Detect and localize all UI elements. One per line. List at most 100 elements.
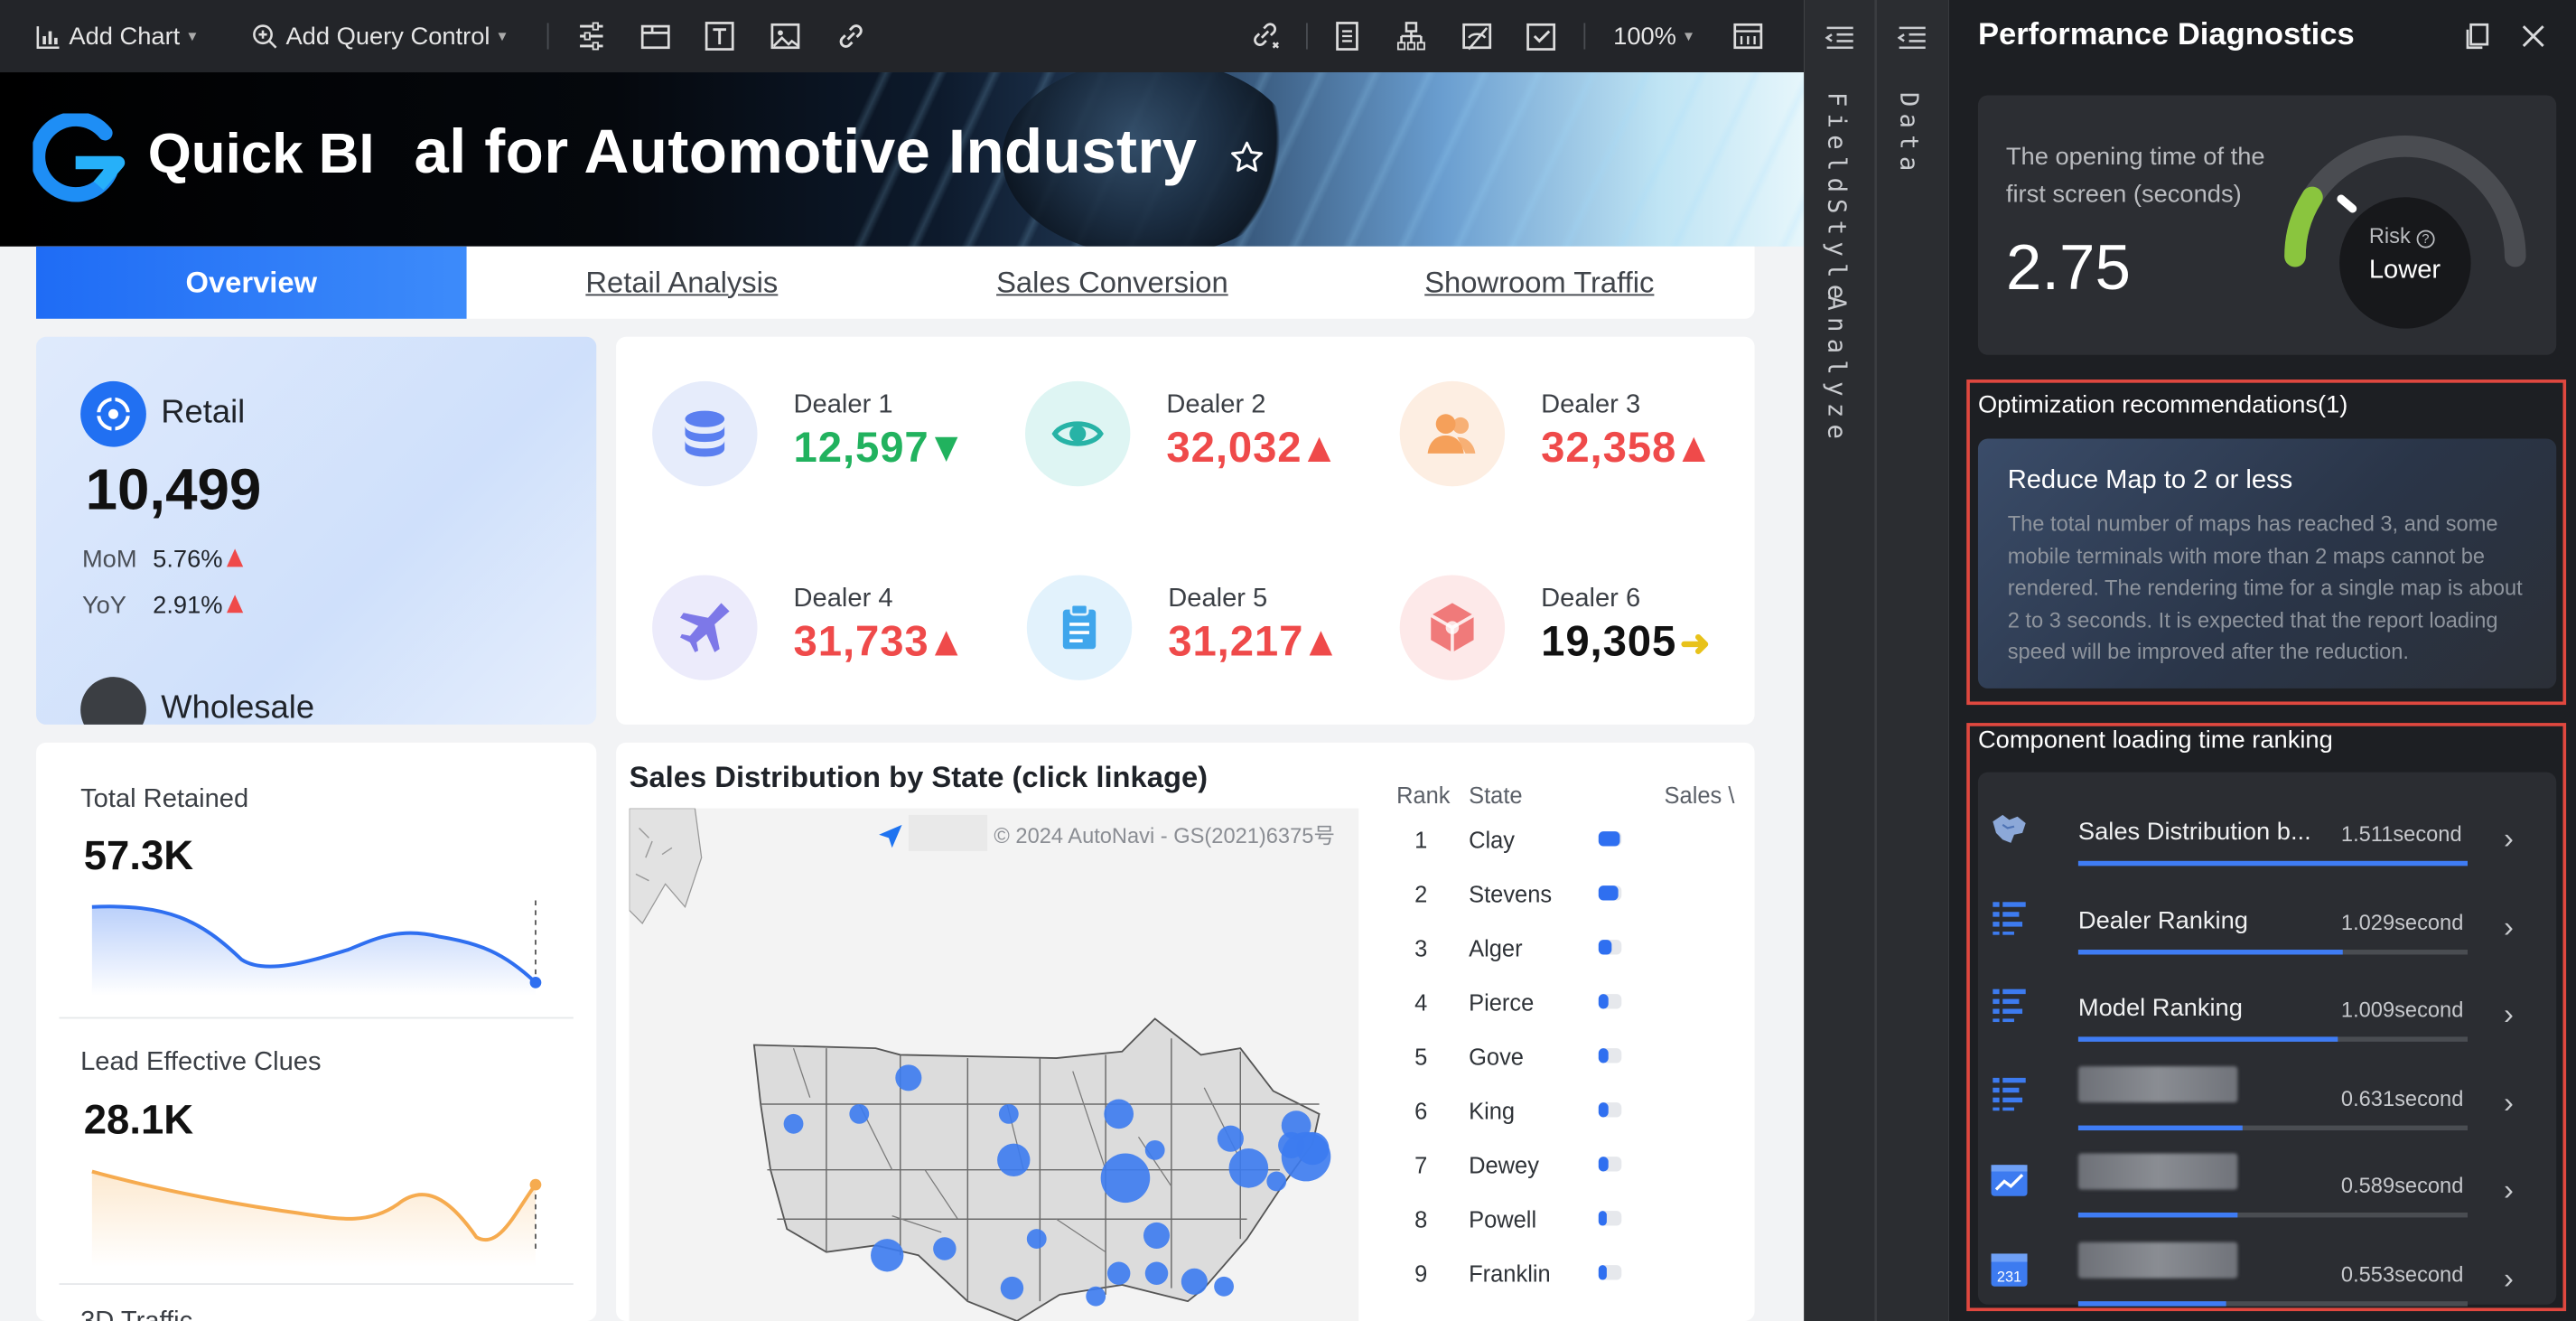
- list-icon: [1988, 984, 2030, 1024]
- dealer-item[interactable]: Dealer 3 32,358: [1399, 380, 1745, 496]
- optimization-card[interactable]: Reduce Map to 2 or less The total number…: [1977, 438, 2557, 689]
- load-time-bar: [2077, 949, 2343, 954]
- chevron-right-icon: ›: [2504, 1173, 2514, 1206]
- quick-bi-logo-icon: [33, 113, 126, 202]
- search-plus-icon: [253, 24, 277, 49]
- dealer-value: 12,597: [794, 422, 957, 473]
- load-time-bar-track: [2077, 860, 2468, 867]
- risk-value: Lower: [2368, 256, 2441, 285]
- state-map[interactable]: © 2024 AutoNavi - GS(2021)6375号: [629, 808, 1359, 1321]
- component-ranking-row[interactable]: Sales Distribution b... 1.511second ›: [1978, 814, 2536, 910]
- rank-row[interactable]: 8 Powell: [1372, 1206, 1755, 1246]
- rank-number: 9: [1414, 1260, 1428, 1287]
- hide-icon[interactable]: [1459, 18, 1495, 54]
- star-icon[interactable]: [1229, 140, 1265, 176]
- rank-row[interactable]: 9 Franklin: [1372, 1260, 1755, 1300]
- load-time-bar: [2077, 860, 2468, 867]
- rank-row[interactable]: 6 King: [1372, 1098, 1755, 1138]
- tab-sales-conversion[interactable]: Sales Conversion: [996, 265, 1228, 299]
- zoom-select[interactable]: 100% ▾: [1613, 0, 1693, 72]
- layout-icon[interactable]: [1730, 18, 1766, 54]
- state-name: Powell: [1469, 1205, 1537, 1232]
- tab-showroom-traffic[interactable]: Showroom Traffic: [1424, 265, 1655, 299]
- dealer-item[interactable]: Dealer 2 32,032: [1024, 380, 1370, 496]
- component-load-time: 1.029second: [2340, 909, 2464, 934]
- copy-icon[interactable]: [2463, 22, 2493, 52]
- optimization-title: Reduce Map to 2 or less: [2007, 466, 2293, 495]
- tab-retail-analysis[interactable]: Retail Analysis: [585, 265, 779, 299]
- component-ranking-row[interactable]: 231 0.553second ›: [1978, 1241, 2536, 1321]
- add-query-control-button[interactable]: Add Query Control ▾: [251, 0, 507, 72]
- dealer-item[interactable]: Dealer 4 31,733: [652, 575, 997, 689]
- svg-text:231: 231: [1997, 1268, 2021, 1284]
- help-icon[interactable]: ?: [2416, 230, 2435, 248]
- chevron-right-icon: ›: [2504, 821, 2514, 855]
- load-time-bar-track: [2077, 1036, 2468, 1042]
- component-ranking-row[interactable]: Model Ranking 1.009second ›: [1978, 988, 2536, 1086]
- sales-distribution-card: Sales Distribution by State (click linka…: [616, 742, 1755, 1321]
- divider: [59, 1283, 574, 1285]
- sales-bar: [1598, 885, 1619, 901]
- chevron-right-icon: ›: [2504, 997, 2514, 1031]
- wholesale-icon: [80, 677, 146, 725]
- close-icon[interactable]: [2520, 23, 2546, 49]
- banner-decoration: [1002, 72, 1298, 247]
- component-load-time: 1.009second: [2340, 997, 2464, 1023]
- rank-row[interactable]: 1 Clay: [1372, 827, 1755, 867]
- map-icon: [1988, 809, 2030, 848]
- chevron-down-icon: ▾: [188, 27, 197, 46]
- link-icon[interactable]: [833, 18, 869, 54]
- load-time-bar: [2077, 1300, 2226, 1306]
- component-ranking-row[interactable]: 0.589second ›: [1978, 1153, 2536, 1261]
- dealer-item[interactable]: Dealer 6 19,305 ➜: [1399, 575, 1745, 689]
- tab-overview[interactable]: Overview: [36, 246, 467, 319]
- report-banner: Quick BI al for Automotive Industry: [0, 72, 1805, 247]
- report-icon[interactable]: [1329, 18, 1365, 54]
- risk-gauge: [2284, 136, 2526, 329]
- filter-settings-icon[interactable]: [574, 18, 610, 54]
- style-tab[interactable]: Style: [1822, 199, 1852, 306]
- collapse-panel-icon[interactable]: [1825, 24, 1855, 51]
- tab-container-icon[interactable]: [638, 18, 674, 54]
- text-icon[interactable]: [702, 18, 738, 54]
- toolbar-divider: [1306, 23, 1308, 50]
- add-chart-button[interactable]: Add Chart ▾: [36, 0, 197, 72]
- chevron-right-icon: ›: [2504, 1260, 2514, 1294]
- airplane-icon: [652, 575, 758, 680]
- loading-ranking-header: Component loading time ranking: [1977, 726, 2333, 754]
- add-chart-label: Add Chart: [69, 22, 181, 51]
- retention-card: Total Retained 57.3K Lead Effective Clue…: [36, 742, 597, 1321]
- image-icon[interactable]: [767, 18, 803, 54]
- state-name: Stevens: [1469, 880, 1553, 907]
- sales-bar: [1598, 831, 1620, 847]
- component-name: Model Ranking: [2077, 994, 2243, 1023]
- rank-row[interactable]: 7 Dewey: [1372, 1152, 1755, 1192]
- component-ranking-row[interactable]: 0.631second ›: [1978, 1065, 2536, 1174]
- data-tab[interactable]: Data: [1894, 91, 1924, 178]
- divider: [59, 1017, 574, 1019]
- data-link-icon[interactable]: [1248, 18, 1284, 54]
- field-tab[interactable]: Field: [1822, 91, 1852, 200]
- checkbox-icon[interactable]: [1523, 18, 1559, 54]
- collapse-panel-icon[interactable]: [1897, 24, 1927, 51]
- chevron-down-icon: ▾: [1685, 27, 1694, 46]
- rank-row[interactable]: 3 Alger: [1372, 935, 1755, 975]
- rank-row[interactable]: 5 Gove: [1372, 1044, 1755, 1083]
- retail-kpi-card[interactable]: Retail 10,499 MoM 5.76% YoY 2.91% Wholes…: [36, 336, 597, 725]
- component-ranking-row[interactable]: Dealer Ranking 1.029second ›: [1978, 901, 2536, 998]
- sales-bar: [1598, 1102, 1609, 1118]
- toolbar-divider: [1583, 23, 1586, 50]
- up-arrow-icon: [227, 548, 244, 567]
- rank-number: 5: [1414, 1043, 1428, 1070]
- analyze-tab[interactable]: Analyze: [1822, 295, 1852, 446]
- dealer-item[interactable]: Dealer 5 31,217: [1026, 575, 1372, 689]
- hierarchy-icon[interactable]: [1393, 18, 1429, 54]
- users-icon: [1399, 380, 1506, 487]
- rank-row[interactable]: 4 Pierce: [1372, 989, 1755, 1029]
- rank-row[interactable]: 2 Stevens: [1372, 881, 1755, 921]
- state-name: Gove: [1469, 1043, 1524, 1070]
- rank-number: 1: [1414, 826, 1428, 853]
- total-retained-value: 57.3K: [83, 832, 194, 879]
- dealer-item[interactable]: Dealer 1 12,597: [652, 380, 997, 496]
- panel-title: Performance Diagnostics: [1977, 18, 2355, 53]
